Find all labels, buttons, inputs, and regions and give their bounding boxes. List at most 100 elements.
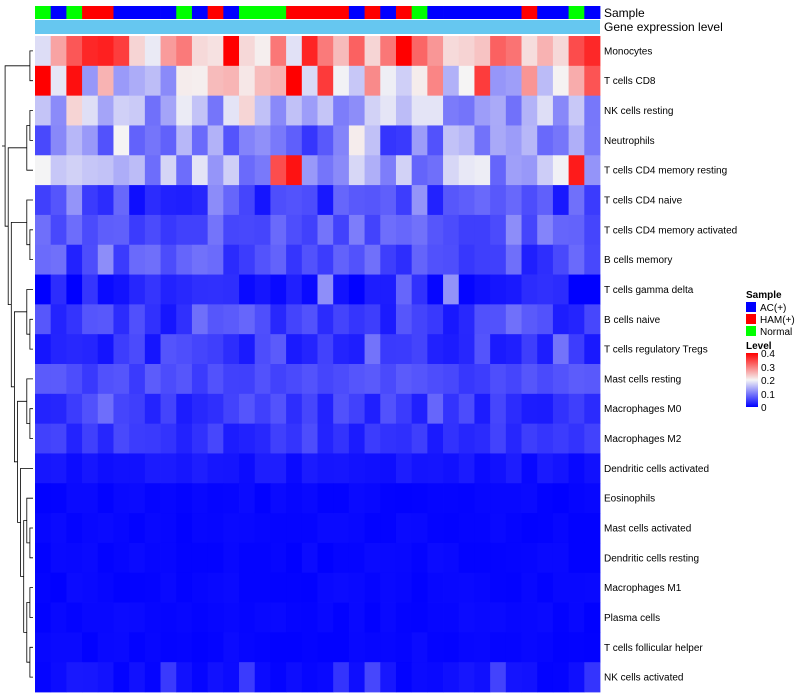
heatmap-cell (333, 155, 350, 186)
heatmap-cell (66, 662, 83, 693)
heatmap-cell (443, 125, 460, 156)
sample-cell (411, 6, 428, 19)
heatmap-cell (270, 214, 287, 246)
heatmap-cell (584, 572, 601, 603)
heatmap-cell (317, 572, 334, 603)
heatmap-cell (239, 185, 256, 216)
heatmap-cell (537, 632, 554, 663)
heatmap-cell (443, 214, 460, 246)
heatmap-cell (458, 244, 475, 275)
heatmap-cells (35, 36, 601, 693)
heatmap-cell (505, 274, 522, 305)
heatmap-cell (395, 513, 413, 544)
heatmap-cell (144, 155, 161, 186)
heatmap-cell (113, 214, 130, 246)
heatmap-cell (474, 513, 491, 544)
heatmap-cell (35, 125, 52, 156)
heatmap-cell (239, 513, 256, 544)
heatmap-cell (490, 334, 507, 365)
heatmap-cell (176, 125, 193, 156)
heatmap-cell (584, 453, 601, 484)
sample-cell (317, 6, 334, 19)
heatmap-cell (191, 632, 209, 663)
heatmap-cell (584, 214, 601, 246)
heatmap-cell (160, 572, 177, 603)
heatmap-cell (160, 36, 177, 67)
heatmap-cell (176, 274, 193, 305)
heatmap-cell (176, 244, 193, 275)
heatmap-cell (348, 662, 365, 693)
heatmap-cell (537, 423, 554, 454)
heatmap-cell (458, 274, 475, 305)
heatmap-cell (458, 572, 475, 603)
heatmap-cell (239, 214, 256, 246)
heatmap-cell (223, 393, 240, 425)
sample-cell (254, 6, 271, 19)
heatmap-cell (333, 334, 350, 365)
heatmap-cell (50, 513, 67, 544)
heatmap-cell (474, 244, 491, 275)
heatmap-cell (254, 334, 271, 365)
heatmap-cell (207, 244, 224, 275)
heatmap-cell (427, 185, 444, 216)
heatmap-cell (380, 483, 397, 514)
heatmap-cell (301, 95, 318, 126)
heatmap-cell (521, 632, 538, 663)
heatmap-cell (97, 155, 114, 186)
heatmap-cell (568, 393, 585, 425)
heatmap-cell (568, 572, 585, 603)
heatmap-cell (505, 36, 522, 67)
heatmap-cell (50, 542, 67, 574)
sample-cell (113, 6, 130, 19)
row-label: T cells regulatory Tregs (604, 345, 708, 356)
heatmap-cell (537, 214, 554, 246)
heatmap-cell (552, 65, 570, 97)
heatmap-cell (223, 453, 240, 484)
heatmap-cell (301, 36, 318, 67)
heatmap-cell (521, 244, 538, 275)
heatmap-cell (97, 423, 114, 454)
heatmap-cell (568, 155, 585, 186)
heatmap-cell (443, 334, 460, 365)
heatmap-cell (490, 155, 507, 186)
heatmap-cell (129, 632, 146, 663)
heatmap-cell (348, 364, 365, 395)
heatmap-cell (380, 632, 397, 663)
heatmap-cell (568, 542, 585, 574)
heatmap-cell (317, 393, 334, 425)
heatmap-cell (411, 334, 428, 365)
heatmap-cell (474, 572, 491, 603)
heatmap-cell (82, 453, 99, 484)
heatmap-cell (411, 65, 428, 97)
heatmap-cell (50, 36, 67, 67)
heatmap-cell (191, 214, 209, 246)
heatmap-cell (490, 95, 507, 126)
sample-cell (458, 6, 475, 19)
heatmap-cell (474, 65, 491, 97)
heatmap-cell (458, 155, 475, 186)
heatmap-cell (521, 155, 538, 186)
heatmap-cell (82, 483, 99, 514)
heatmap-cell (364, 185, 381, 216)
heatmap-cell (490, 274, 507, 305)
heatmap-cell (176, 602, 193, 633)
heatmap-cell (191, 185, 209, 216)
heatmap-cell (348, 214, 365, 246)
heatmap-cell (427, 125, 444, 156)
sample-cell (97, 6, 114, 19)
sample-cell (176, 6, 193, 19)
heatmap-cell (301, 125, 318, 156)
heatmap-cell (35, 513, 52, 544)
heatmap-cell (270, 334, 287, 365)
heatmap-cell (254, 572, 271, 603)
heatmap-cell (286, 244, 303, 275)
heatmap-cell (333, 36, 350, 67)
heatmap-cell (82, 185, 99, 216)
heatmap-cell (521, 185, 538, 216)
heatmap-cell (144, 542, 161, 574)
heatmap-cell (82, 274, 99, 305)
heatmap-cell (144, 453, 161, 484)
heatmap-cell (97, 65, 114, 97)
heatmap-cell (474, 662, 491, 693)
heatmap-cell (537, 155, 554, 186)
